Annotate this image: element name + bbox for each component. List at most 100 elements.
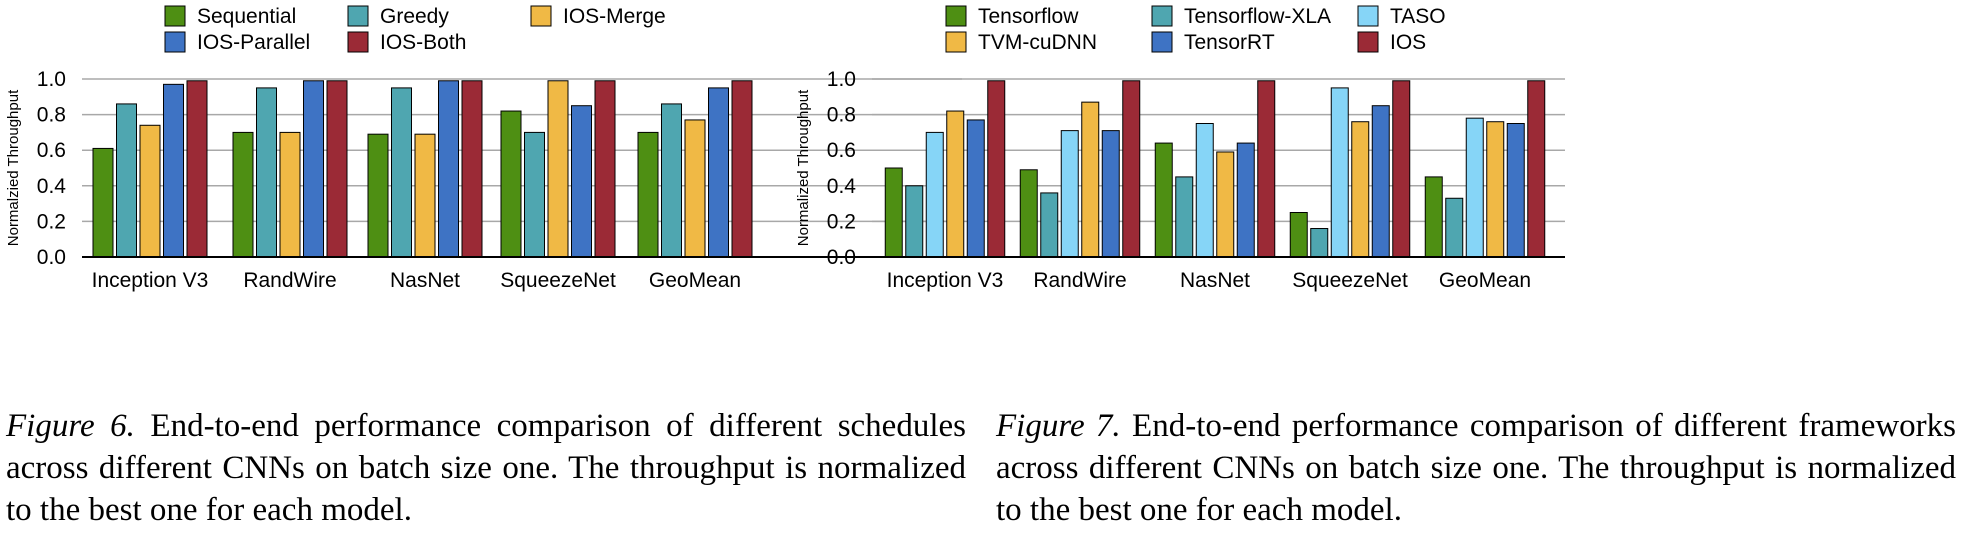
fig6-bar-ios-both-1 [326,80,348,258]
fig7-bar-taso-4 [1465,117,1484,258]
fig7-bar-tvm-cudnn-2 [1216,151,1235,258]
fig7-ytick-label: 0.0 [827,246,856,269]
fig6-bar-ios-merge-3 [547,80,569,258]
fig6-xtick-label: GeoMean [649,269,741,292]
fig6-bar-ios-parallel-1 [303,80,324,258]
fig7-bar-tvm-cudnn-1 [1081,101,1100,258]
fig7-bar-tensorflow-1 [1019,169,1038,258]
fig6-ytick-label: 0.4 [37,175,67,198]
fig6-ylabel: Normalzied Throughput [5,89,22,246]
fig6-bar-sequential-2 [367,133,389,258]
fig7-legend-swatch [1151,5,1173,27]
fig6-legend-label: Sequential [197,5,296,28]
fig7-bar-tensorrt-2 [1236,142,1255,258]
fig7-xtick-label: RandWire [1033,269,1126,292]
fig6-bar-ios-merge-4 [684,119,706,258]
fig7-ylabel: Normalized Throughput [795,89,812,246]
fig7-legend-swatch [945,31,967,53]
fig6-legend-label: Greedy [380,5,449,28]
figure-6-text: End-to-end performance comparison of dif… [6,408,966,528]
fig6-legend-label: IOS-Both [380,31,466,54]
fig7-ytick-label: 0.2 [827,210,856,233]
fig7-bar-tensorrt-4 [1506,123,1525,258]
fig6-bar-ios-both-2 [461,80,483,258]
figure-7-caption: Figure 7. End-to-end performance compari… [996,405,1956,531]
fig7-ytick-label: 0.8 [827,104,856,127]
fig6-bar-sequential-3 [500,110,522,258]
fig7-legend-label: Tensorflow-XLA [1184,5,1331,28]
figure-6-label: Figure 6. [6,408,135,444]
fig6-bar-sequential-0 [92,147,114,258]
fig6-bar-ios-parallel-0 [163,83,184,258]
fig7-bar-ios-0 [987,80,1006,258]
fig6-bar-greedy-0 [116,103,137,258]
fig6-bar-greedy-2 [391,87,412,258]
fig7-xtick-label: GeoMean [1439,269,1531,292]
fig7-bar-tensorflow-3 [1289,212,1308,258]
fig7-xtick-label: SqueezeNet [1292,269,1408,292]
fig7-bar-tensorflow-2 [1154,142,1173,258]
fig7-bar-taso-1 [1060,130,1079,258]
fig7-legend-swatch [1357,31,1379,53]
fig7-ytick-label: 1.0 [827,68,856,91]
fig6-xtick-label: RandWire [243,269,336,292]
fig6-bar-greedy-1 [256,87,277,258]
fig6-legend: Sequential Greedy IOS-Merge IOS-Parallel IOS… [164,5,666,54]
figure-6-caption: Figure 6. End-to-end performance compari… [6,405,966,531]
fig6-bar-ios-parallel-2 [438,80,459,258]
fig7-bar-tensorrt-1 [1101,130,1120,258]
fig6-xtick-label: Inception V3 [92,269,209,292]
fig6-grid [82,78,962,223]
fig7-legend-swatch [1357,5,1379,27]
fig6-bar-ios-merge-1 [279,131,301,258]
fig6-legend-swatch [347,31,369,53]
fig6-ytick-label: 1.0 [37,68,66,91]
fig7-legend-swatch [945,5,967,27]
fig6-bar-greedy-3 [524,131,545,258]
fig7-xtick-label: Inception V3 [887,269,1004,292]
fig7-legend-swatch [1151,31,1173,53]
fig7-bar-tvm-cudnn-4 [1486,121,1505,258]
fig6-ytick-label: 0.2 [37,210,66,233]
figure-7-label: Figure 7. [996,408,1121,444]
fig7-bar-taso-0 [925,131,944,258]
fig6-ytick-label: 0.0 [37,246,66,269]
fig7-bar-tvm-cudnn-3 [1351,121,1370,258]
fig6-legend-swatch [164,31,186,53]
fig7-legend-label: TASO [1390,5,1446,28]
fig7-legend-label: Tensorflow [978,5,1079,28]
fig6-ytick-label: 0.6 [37,139,66,162]
fig7-chart: 0.0 0.2 0.4 0.6 0.8 1.0 Normalized Throughput I… [795,5,1565,292]
fig7-legend-label: TVM-cuDNN [978,31,1097,54]
fig6-xtick-label: NasNet [390,269,460,292]
fig7-bar-taso-2 [1195,123,1214,258]
fig6-bar-ios-both-3 [594,80,616,258]
fig6-bar-ios-merge-0 [139,124,161,258]
fig6-ytick-label: 0.8 [37,104,66,127]
fig7-bar-ios-2 [1257,80,1276,258]
fig6-bar-ios-parallel-3 [571,105,592,258]
fig6-bars [92,80,753,258]
fig6-bar-sequential-4 [637,131,659,258]
fig6-legend-swatch [530,5,552,27]
fig6-bar-ios-merge-2 [414,133,436,258]
figure-7-text: End-to-end performance comparison of dif… [996,408,1957,528]
fig6-chart: 0.0 0.2 0.4 0.6 0.8 1.0 Normalzied Throughput I… [5,5,962,292]
fig6-bar-ios-both-0 [186,80,208,258]
fig7-bar-tensorflow-xla-4 [1445,197,1464,258]
fig7-bar-tvm-cudnn-0 [946,110,965,258]
fig7-bar-ios-3 [1392,80,1411,258]
fig7-legend-label: IOS [1390,31,1426,54]
fig7-bar-tensorflow-xla-1 [1040,192,1059,258]
fig7-ytick-label: 0.4 [827,175,857,198]
fig7-bar-tensorrt-3 [1371,105,1390,258]
fig7-bar-ios-1 [1122,80,1141,258]
fig7-bar-tensorflow-4 [1424,176,1443,258]
fig7-bar-taso-3 [1330,87,1349,258]
fig7-bar-tensorflow-xla-3 [1310,228,1329,258]
fig6-bar-greedy-4 [661,103,682,258]
fig7-bar-tensorflow-xla-0 [905,185,924,258]
fig7-legend-label: TensorRT [1184,31,1275,54]
fig6-legend-label: IOS-Parallel [197,31,310,54]
fig6-legend-swatch [164,5,186,27]
